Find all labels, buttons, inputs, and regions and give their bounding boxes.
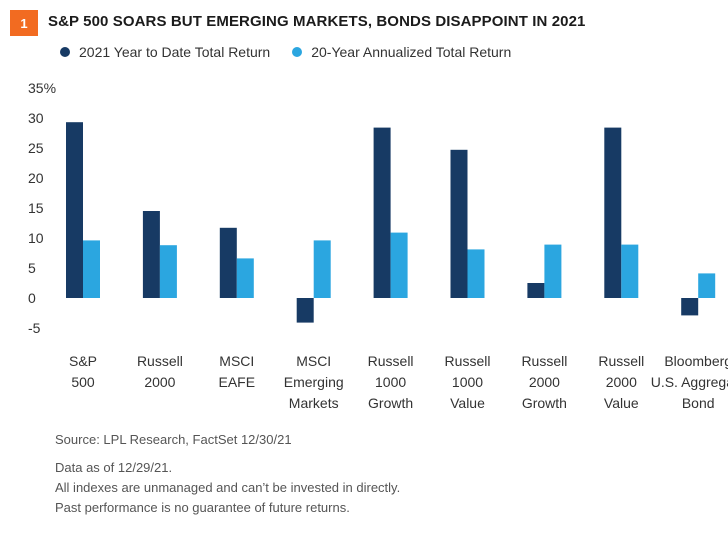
- legend-item-ytd: 2021 Year to Date Total Return: [60, 44, 270, 60]
- category-label: 1000: [375, 374, 406, 390]
- footnote-disclaimer: All indexes are unmanaged and can’t be i…: [55, 480, 401, 495]
- category-label: 2000: [606, 374, 637, 390]
- y-tick-label: 15: [28, 200, 44, 216]
- category-label: Russell: [368, 353, 414, 369]
- category-label: Russell: [521, 353, 567, 369]
- y-tick-label: 0: [28, 290, 36, 306]
- y-tick-label: 20: [28, 170, 44, 186]
- category-label: Emerging: [284, 374, 344, 390]
- legend-label-annualized: 20-Year Annualized Total Return: [311, 44, 512, 60]
- category-label: Russell: [598, 353, 644, 369]
- category-label: MSCI: [296, 353, 331, 369]
- figure-number-badge: 1: [10, 10, 38, 36]
- legend-swatch-annualized: [292, 47, 303, 57]
- bar-annualized-return: [621, 244, 639, 298]
- bar-annualized-return: [159, 245, 177, 298]
- bar-ytd-return: [373, 127, 391, 298]
- category-label: Russell: [445, 353, 491, 369]
- chart-title: S&P 500 SOARS BUT EMERGING MARKETS, BOND…: [48, 13, 586, 30]
- bar-chart: 35% 30 25 20 15 10 5 0 -5 S&P 500 Russell 2000 MSCI EA…: [28, 80, 728, 411]
- bar-ytd-return: [527, 283, 545, 298]
- y-tick-label: 10: [28, 230, 44, 246]
- category-label: Markets: [289, 395, 339, 411]
- bar-annualized-return: [236, 258, 254, 298]
- category-label: 2000: [144, 374, 175, 390]
- bar-ytd-return: [681, 298, 699, 316]
- category-label: EAFE: [219, 374, 256, 390]
- y-tick-label: 25: [28, 140, 44, 156]
- category-label: S&P: [69, 353, 97, 369]
- y-tick-label: 30: [28, 110, 44, 126]
- category-label: Bloomberg: [664, 353, 728, 369]
- legend-item-annualized: 20-Year Annualized Total Return: [292, 44, 511, 60]
- legend-label-ytd: 2021 Year to Date Total Return: [79, 44, 271, 60]
- source-note: Source: LPL Research, FactSet 12/30/21: [55, 432, 292, 447]
- category-label: Value: [604, 395, 639, 411]
- category-label: Bond: [682, 395, 715, 411]
- bar-annualized-return: [313, 240, 331, 298]
- bar-annualized-return: [698, 273, 716, 298]
- bar-ytd-return: [450, 149, 468, 298]
- category-label: Value: [450, 395, 485, 411]
- bar-ytd-return: [296, 298, 314, 323]
- chart-legend: 2021 Year to Date Total Return 20-Year A…: [60, 44, 533, 60]
- y-tick-label: 35%: [28, 80, 56, 96]
- footnote-performance: Past performance is no guarantee of futu…: [55, 500, 350, 515]
- bar-ytd-return: [604, 127, 622, 298]
- category-label: 1000: [452, 374, 483, 390]
- category-label: 2000: [529, 374, 560, 390]
- category-label: Russell: [137, 353, 183, 369]
- bar-annualized-return: [544, 244, 562, 298]
- category-label: 500: [71, 374, 95, 390]
- footnote-date: Data as of 12/29/21.: [55, 460, 173, 475]
- y-tick-label: -5: [28, 320, 41, 336]
- bar-ytd-return: [142, 211, 160, 298]
- bar-annualized-return: [83, 240, 100, 298]
- bar-annualized-return: [390, 232, 408, 298]
- legend-swatch-ytd: [60, 47, 70, 57]
- y-tick-label: 5: [28, 260, 36, 276]
- bar-annualized-return: [467, 249, 485, 298]
- bar-ytd-return: [219, 227, 237, 298]
- category-label: MSCI: [219, 353, 254, 369]
- category-label: Growth: [522, 395, 567, 411]
- category-label: Growth: [368, 395, 413, 411]
- bar-ytd-return: [66, 122, 83, 298]
- category-label: U.S. Aggregate: [651, 374, 728, 390]
